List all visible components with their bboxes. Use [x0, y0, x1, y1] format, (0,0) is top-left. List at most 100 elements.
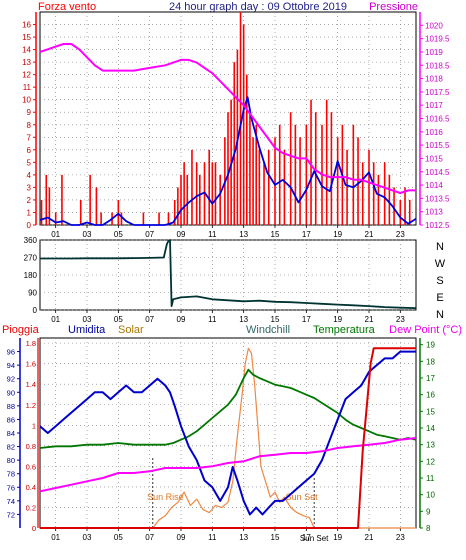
humidity-axis-label: 92	[7, 375, 15, 384]
panel3-xtick-label: 17	[302, 533, 311, 542]
panel2-xtick-label: 01	[51, 315, 60, 324]
wind-axis-label: 5	[27, 158, 32, 167]
panel3-xtick-label: 15	[271, 533, 280, 542]
legend-temperatura: Temperatura	[313, 324, 376, 336]
panel3-xtick-label: 05	[114, 533, 123, 542]
pressure-axis-label: 1014.5	[425, 168, 450, 177]
wind-axis-label: 7	[27, 133, 32, 142]
pressure-axis-label: 1013.5	[425, 194, 450, 203]
chart-title: 24 hour graph day : 09 Ottobre 2019	[169, 1, 347, 13]
temperature-axis-label: 18	[426, 357, 435, 366]
panel1-xtick-label: 07	[145, 230, 154, 239]
panel1-xtick-label: 11	[208, 230, 217, 239]
sun-set-axis-label: Sun Set	[300, 534, 329, 543]
wind-average-line	[39, 96, 417, 226]
temperature-axis-label: 8	[426, 524, 431, 533]
humidity-axis-label: 86	[7, 415, 15, 424]
panel1-xtick-label: 09	[177, 230, 186, 239]
wind-axis-label: 9	[27, 108, 32, 117]
direction-axis-label: 90	[28, 289, 37, 298]
humidity-axis-label: 78	[7, 470, 15, 479]
panel3-xtick-label: 03	[83, 533, 92, 542]
wind-axis-label: 12	[22, 71, 31, 80]
legend-dewpoint: Dew Point (°C)	[389, 324, 462, 336]
rain-line	[40, 347, 416, 529]
panel1-xtick-label: 17	[302, 230, 311, 239]
panel3-xtick-label: 09	[177, 533, 186, 542]
rain-temp-plot-area	[39, 337, 417, 529]
rain-axis-label: 1.6	[26, 360, 36, 369]
direction-axis-label: 360	[24, 236, 38, 245]
panel1-xtick-label: 19	[333, 230, 342, 239]
panel2-xtick-label: 19	[333, 315, 342, 324]
pressure-axis-label: 1013	[425, 208, 443, 217]
legend-windchill: Windchill	[246, 324, 290, 336]
rain-axis-label: 0.8	[26, 442, 36, 451]
dew-point-line	[39, 437, 417, 493]
humidity-axis-label: 76	[7, 483, 15, 492]
panel1-xtick-label: 15	[271, 230, 280, 239]
pressure-axis-label: 1020	[425, 21, 443, 30]
temperature-axis-label: 19	[426, 341, 435, 350]
pressure-axis-label: 1018.5	[425, 61, 450, 70]
wind-axis-label: 15	[22, 33, 31, 42]
temperature-axis-label: 15	[426, 407, 435, 416]
temperature-axis-label: 14	[426, 424, 435, 433]
pressure-axis-label: 1017	[425, 101, 443, 110]
direction-axis-label: 270	[24, 254, 38, 263]
wind-axis-label: 14	[22, 46, 31, 55]
wind-axis-label: 8	[27, 121, 32, 130]
compass-label-n: N	[436, 309, 444, 321]
panel3-xtick-label: 07	[145, 533, 154, 542]
wind-axis-label: 4	[27, 171, 32, 180]
pressure-axis-label: 1016.5	[425, 115, 450, 124]
panel1-xtick-label: 21	[365, 230, 374, 239]
humidity-axis-label: 72	[7, 510, 15, 519]
panel1-xtick-label: 05	[114, 230, 123, 239]
pressure-axis-label: 1016	[425, 128, 443, 137]
pressure-axis-label: 1015	[425, 154, 443, 163]
pressure-axis-title: Pressione	[369, 1, 418, 13]
temperature-axis-label: 12	[426, 457, 435, 466]
rain-axis-label: 0.4	[26, 483, 36, 492]
temperature-axis-label: 11	[426, 474, 435, 483]
panel2-xtick-label: 07	[145, 315, 154, 324]
humidity-axis-label: 94	[7, 361, 15, 370]
humidity-axis-label: 84	[7, 429, 15, 438]
wind-axis-label: 10	[22, 96, 31, 105]
temperature-axis-label: 10	[426, 491, 435, 500]
pressure-axis-label: 1015.5	[425, 141, 450, 150]
rain-axis-label: 0.2	[26, 503, 36, 512]
humidity-axis-label: 96	[7, 348, 15, 357]
panel3-xtick-label: 19	[333, 533, 342, 542]
wind-axis-label: 0	[27, 221, 32, 230]
rain-axis-label: 1	[32, 421, 36, 430]
panel3-xtick-label: 01	[51, 533, 60, 542]
compass-label-e: E	[436, 292, 443, 304]
direction-axis-label: 180	[24, 271, 38, 280]
temperature-axis-label: 16	[426, 391, 435, 400]
panel1-xtick-label: 13	[239, 230, 248, 239]
wind-axis-label: 1	[27, 208, 32, 217]
panel2-xtick-label: 09	[177, 315, 186, 324]
panel3-xtick-label: 11	[208, 533, 217, 542]
sun-set-label: Sun Set	[286, 492, 319, 502]
humidity-axis-label: 88	[7, 402, 15, 411]
wind-axis-title: Forza vento	[38, 1, 96, 13]
wind-axis-label: 11	[23, 83, 32, 92]
pressure-axis-label: 1012.5	[425, 221, 450, 230]
legend-pioggia: Pioggia	[2, 324, 40, 336]
panel2-xtick-label: 11	[208, 315, 217, 324]
pressure-axis-label: 1019	[425, 48, 443, 57]
pressure-axis-label: 1018	[425, 75, 443, 84]
panel2-xtick-label: 21	[365, 315, 374, 324]
sun-rise-label: Sun Rise	[147, 492, 184, 502]
panel3-xtick-label: 23	[396, 533, 405, 542]
humidity-axis-label: 90	[7, 388, 15, 397]
pressure-line	[39, 43, 416, 194]
panel1-xtick-label: 23	[396, 230, 405, 239]
pressure-axis-label: 1017.5	[425, 88, 450, 97]
compass-label-n: N	[436, 241, 444, 253]
pressure-axis-label: 1014	[425, 181, 443, 190]
